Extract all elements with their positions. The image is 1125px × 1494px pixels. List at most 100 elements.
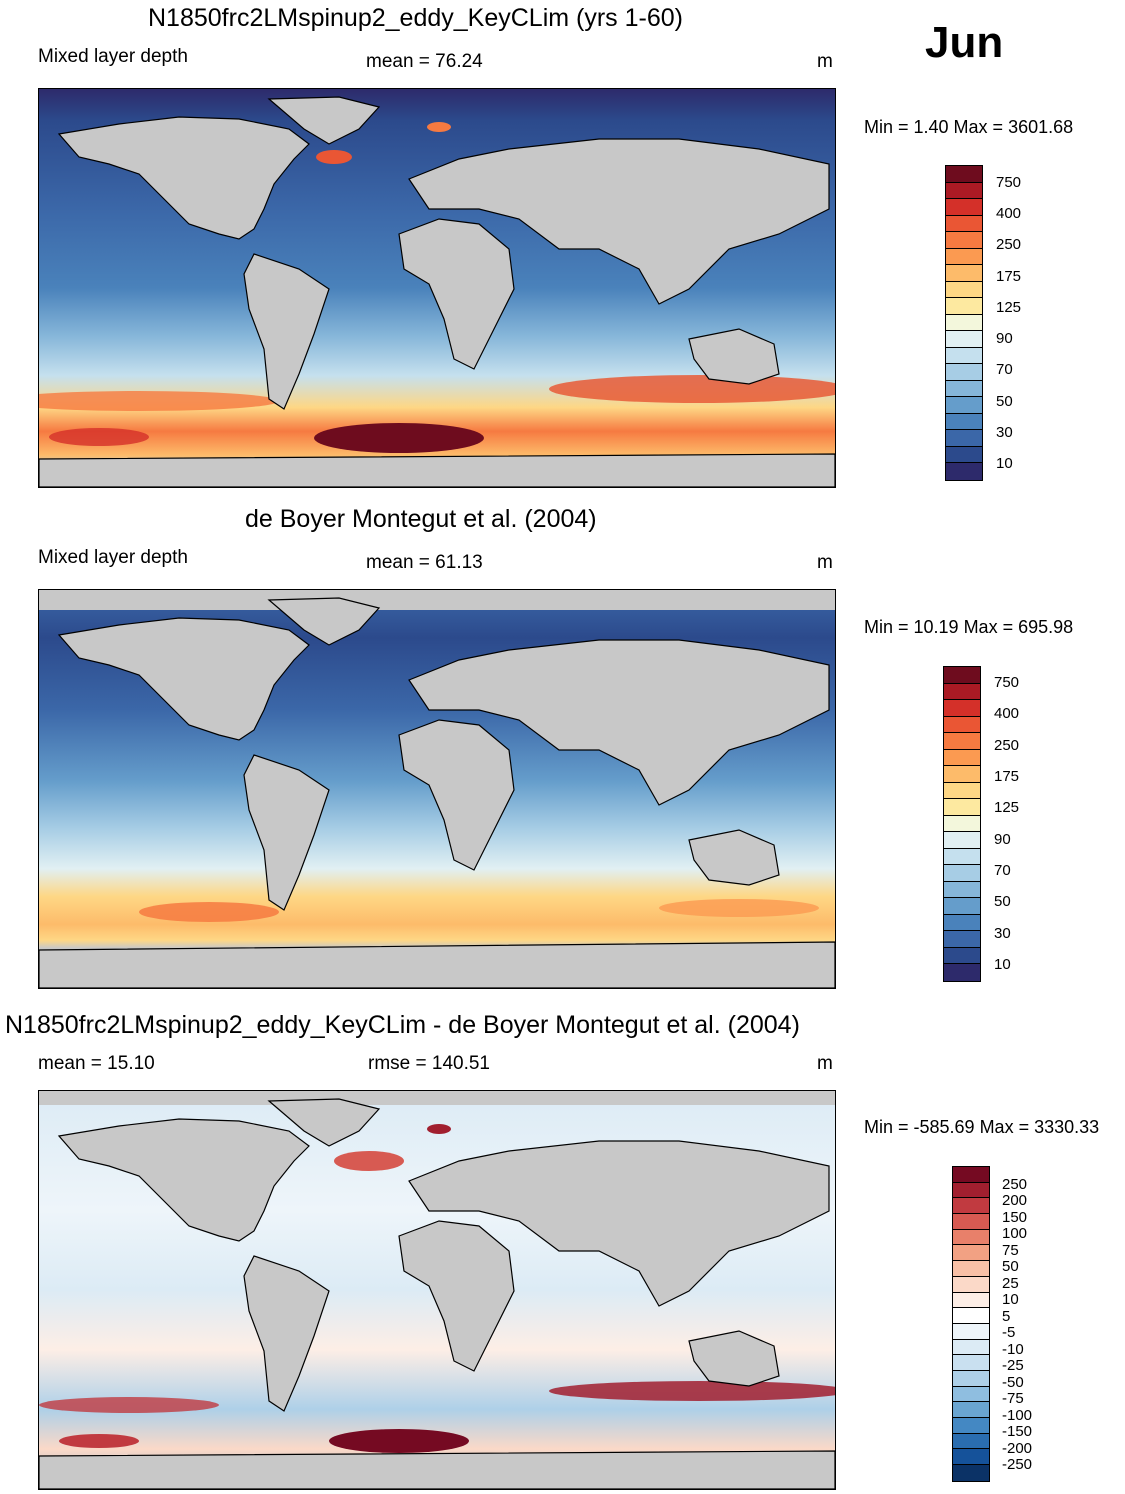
- colorbar-swatch: [944, 667, 980, 684]
- colorbar-obs: [943, 666, 981, 982]
- cb-model-label: 250: [996, 236, 1022, 253]
- colorbar-swatch: [953, 1276, 989, 1293]
- colorbar-swatch: [944, 799, 980, 816]
- colorbar-swatch: [953, 1418, 989, 1434]
- cb-obs-label: 70: [994, 862, 1011, 879]
- cb-diff-label: 5: [1002, 1308, 1011, 1325]
- cb-model-label: 125: [996, 299, 1022, 316]
- cb-diff-label: -75: [1002, 1390, 1024, 1407]
- colorbar-swatch: [944, 815, 980, 833]
- colorbar-swatch: [953, 1465, 989, 1481]
- colorbar-swatch: [944, 749, 980, 767]
- colorbar-swatch: [953, 1449, 989, 1466]
- cb-model-label: 90: [996, 330, 1013, 347]
- panel-title-obs: de Boyer Montegut et al. (2004): [245, 505, 597, 533]
- colorbar-swatch: [946, 199, 982, 216]
- colorbar-swatch: [944, 931, 980, 948]
- colorbar-swatch: [944, 683, 980, 701]
- cb-model-label: 70: [996, 361, 1013, 378]
- cb-diff-label: 150: [1002, 1209, 1028, 1226]
- mean-label-diff: mean = 15.10: [38, 1053, 155, 1074]
- colorbar-swatch: [953, 1339, 989, 1356]
- colorbar-swatch: [946, 446, 982, 464]
- map-diff: [38, 1090, 836, 1490]
- colorbar-swatch: [944, 881, 980, 899]
- colorbar-swatch: [946, 215, 982, 233]
- south-pacific-band: [39, 391, 279, 411]
- colorbar-swatch: [944, 733, 980, 750]
- colorbar-swatch: [946, 314, 982, 332]
- colorbar-swatch: [953, 1308, 989, 1324]
- colorbar-swatch: [946, 397, 982, 414]
- colorbar-swatch: [953, 1214, 989, 1230]
- cb-diff-label: 250: [1002, 1176, 1028, 1193]
- south-pacific-band: [139, 902, 279, 922]
- mean-label-model: mean = 76.24: [366, 51, 483, 72]
- nordic-max: [427, 122, 451, 132]
- colorbar-swatch: [953, 1433, 989, 1450]
- colorbar-swatch: [946, 166, 982, 183]
- colorbar-swatch: [946, 182, 982, 200]
- minmax-label-model: Min = 1.40 Max = 3601.68: [864, 117, 1074, 137]
- units-label-obs: m: [817, 552, 833, 573]
- rmse-label-diff: rmse = 140.51: [368, 1053, 490, 1074]
- colorbar-model: [945, 165, 983, 481]
- cb-model-label: 400: [996, 205, 1022, 222]
- cb-obs-label: 50: [994, 893, 1011, 910]
- labrador-max: [316, 150, 352, 164]
- colorbar-swatch: [946, 281, 982, 299]
- map-model: [38, 88, 836, 488]
- weddell-max: [314, 423, 484, 453]
- colorbar-swatch: [946, 265, 982, 282]
- colorbar-swatch: [946, 248, 982, 266]
- cb-diff-label: 50: [1002, 1258, 1019, 1275]
- southern-indian-diff: [549, 1381, 835, 1401]
- arctic-nodata: [39, 1091, 835, 1105]
- colorbar-swatch: [946, 413, 982, 431]
- minmax-label-obs: Min = 10.19 Max = 695.98: [864, 617, 1074, 637]
- colorbar-swatch: [953, 1261, 989, 1277]
- cb-model-label: 10: [996, 455, 1013, 472]
- cb-diff-label: 100: [1002, 1225, 1028, 1242]
- panel-title-diff: N1850frc2LMspinup2_eddy_KeyCLim - de Boy…: [5, 1011, 800, 1039]
- colorbar-swatch: [953, 1229, 989, 1246]
- colorbar-swatch: [953, 1386, 989, 1403]
- colorbar-swatch: [946, 331, 982, 348]
- cb-obs-label: 10: [994, 956, 1011, 973]
- colorbar-swatch: [944, 832, 980, 849]
- colorbar-swatch: [953, 1182, 989, 1199]
- nordic-diff: [427, 1124, 451, 1134]
- cb-model-label: 50: [996, 393, 1013, 410]
- southern-indian-band: [549, 375, 835, 403]
- cb-diff-label: 200: [1002, 1192, 1028, 1209]
- cb-model-label: 175: [996, 268, 1022, 285]
- cb-obs-label: 90: [994, 831, 1011, 848]
- cb-obs-label: 175: [994, 768, 1020, 785]
- cb-diff-label: 75: [1002, 1242, 1019, 1259]
- colorbar-swatch: [944, 782, 980, 800]
- colorbar-swatch: [944, 947, 980, 965]
- cb-diff-label: -200: [1002, 1440, 1033, 1457]
- colorbar-swatch: [944, 914, 980, 932]
- cb-obs-label: 250: [994, 737, 1020, 754]
- weddell-diff: [329, 1429, 469, 1453]
- colorbar-diff-swatches: [953, 1167, 989, 1481]
- cb-obs-label: 30: [994, 925, 1011, 942]
- colorbar-diff: [952, 1166, 990, 1482]
- labrador-diff: [334, 1151, 404, 1171]
- continents-obs: [39, 597, 835, 988]
- colorbar-swatch: [946, 298, 982, 315]
- cb-diff-label: -150: [1002, 1423, 1033, 1440]
- minmax-label-diff: Min = -585.69 Max = 3330.33: [864, 1117, 1100, 1137]
- colorbar-swatch: [944, 898, 980, 915]
- colorbar-swatch: [953, 1292, 989, 1309]
- colorbar-swatch: [944, 766, 980, 783]
- cb-obs-label: 750: [994, 674, 1020, 691]
- cb-diff-label: -50: [1002, 1374, 1024, 1391]
- map-model-svg: [39, 89, 835, 487]
- cb-diff-label: 25: [1002, 1275, 1019, 1292]
- continents-diff: [39, 1098, 835, 1489]
- continents-model: [39, 96, 835, 487]
- cb-diff-label: -5: [1002, 1324, 1016, 1341]
- map-obs: [38, 589, 836, 989]
